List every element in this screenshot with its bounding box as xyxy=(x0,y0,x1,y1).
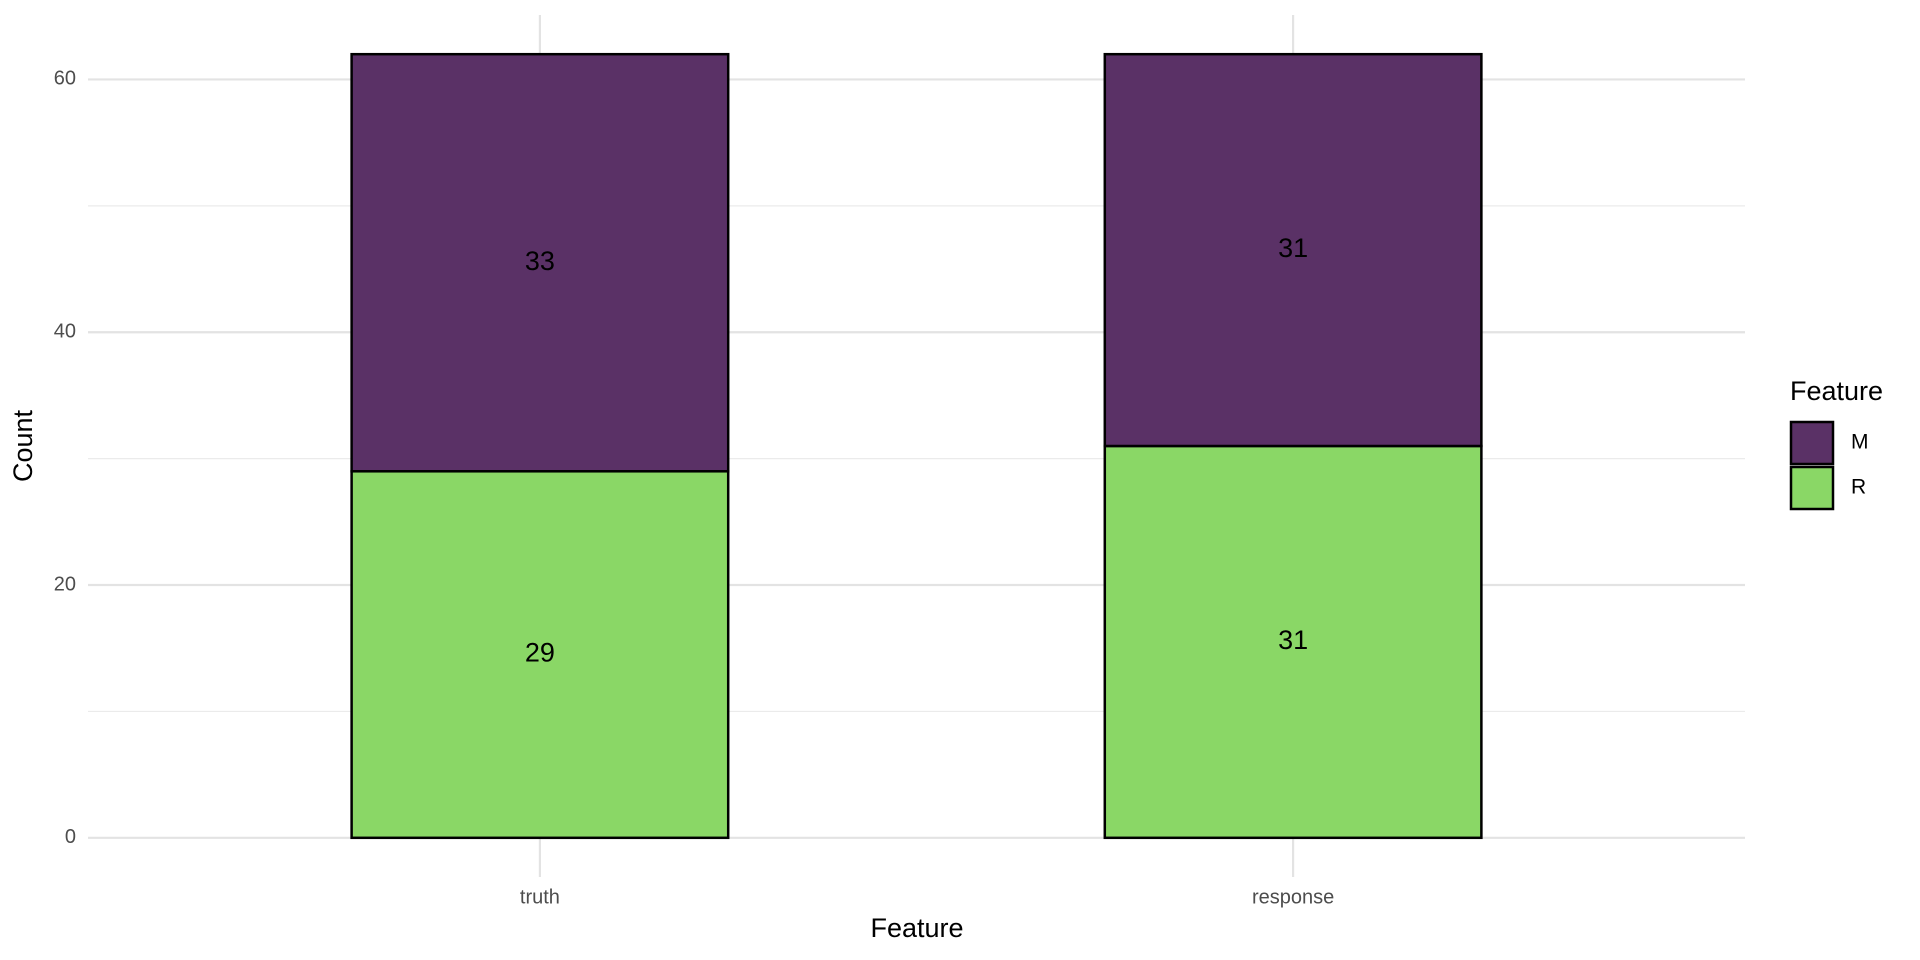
y-tick-label: 60 xyxy=(54,68,76,90)
legend-label: R xyxy=(1851,476,1866,499)
legend-key xyxy=(1789,420,1835,466)
x-axis-title: Feature xyxy=(870,913,963,943)
x-tick-label: truth xyxy=(520,886,560,908)
legend-label: M xyxy=(1851,431,1869,454)
legend-key xyxy=(1789,465,1835,511)
y-tick-label: 0 xyxy=(65,826,76,848)
y-tick-label: 40 xyxy=(54,321,76,343)
value-label: 31 xyxy=(1278,233,1308,263)
value-label: 29 xyxy=(525,638,555,668)
bar-segment xyxy=(1103,444,1483,840)
y-axis-title: Count xyxy=(8,409,38,482)
value-label: 31 xyxy=(1278,625,1308,655)
bar-segment xyxy=(350,52,730,473)
bar-segment xyxy=(1103,52,1483,448)
x-tick-label: response xyxy=(1252,886,1334,908)
legend-title: Feature xyxy=(1790,376,1883,406)
y-tick-label: 20 xyxy=(54,573,76,595)
bar-segment xyxy=(350,470,730,840)
value-label: 33 xyxy=(525,246,555,276)
